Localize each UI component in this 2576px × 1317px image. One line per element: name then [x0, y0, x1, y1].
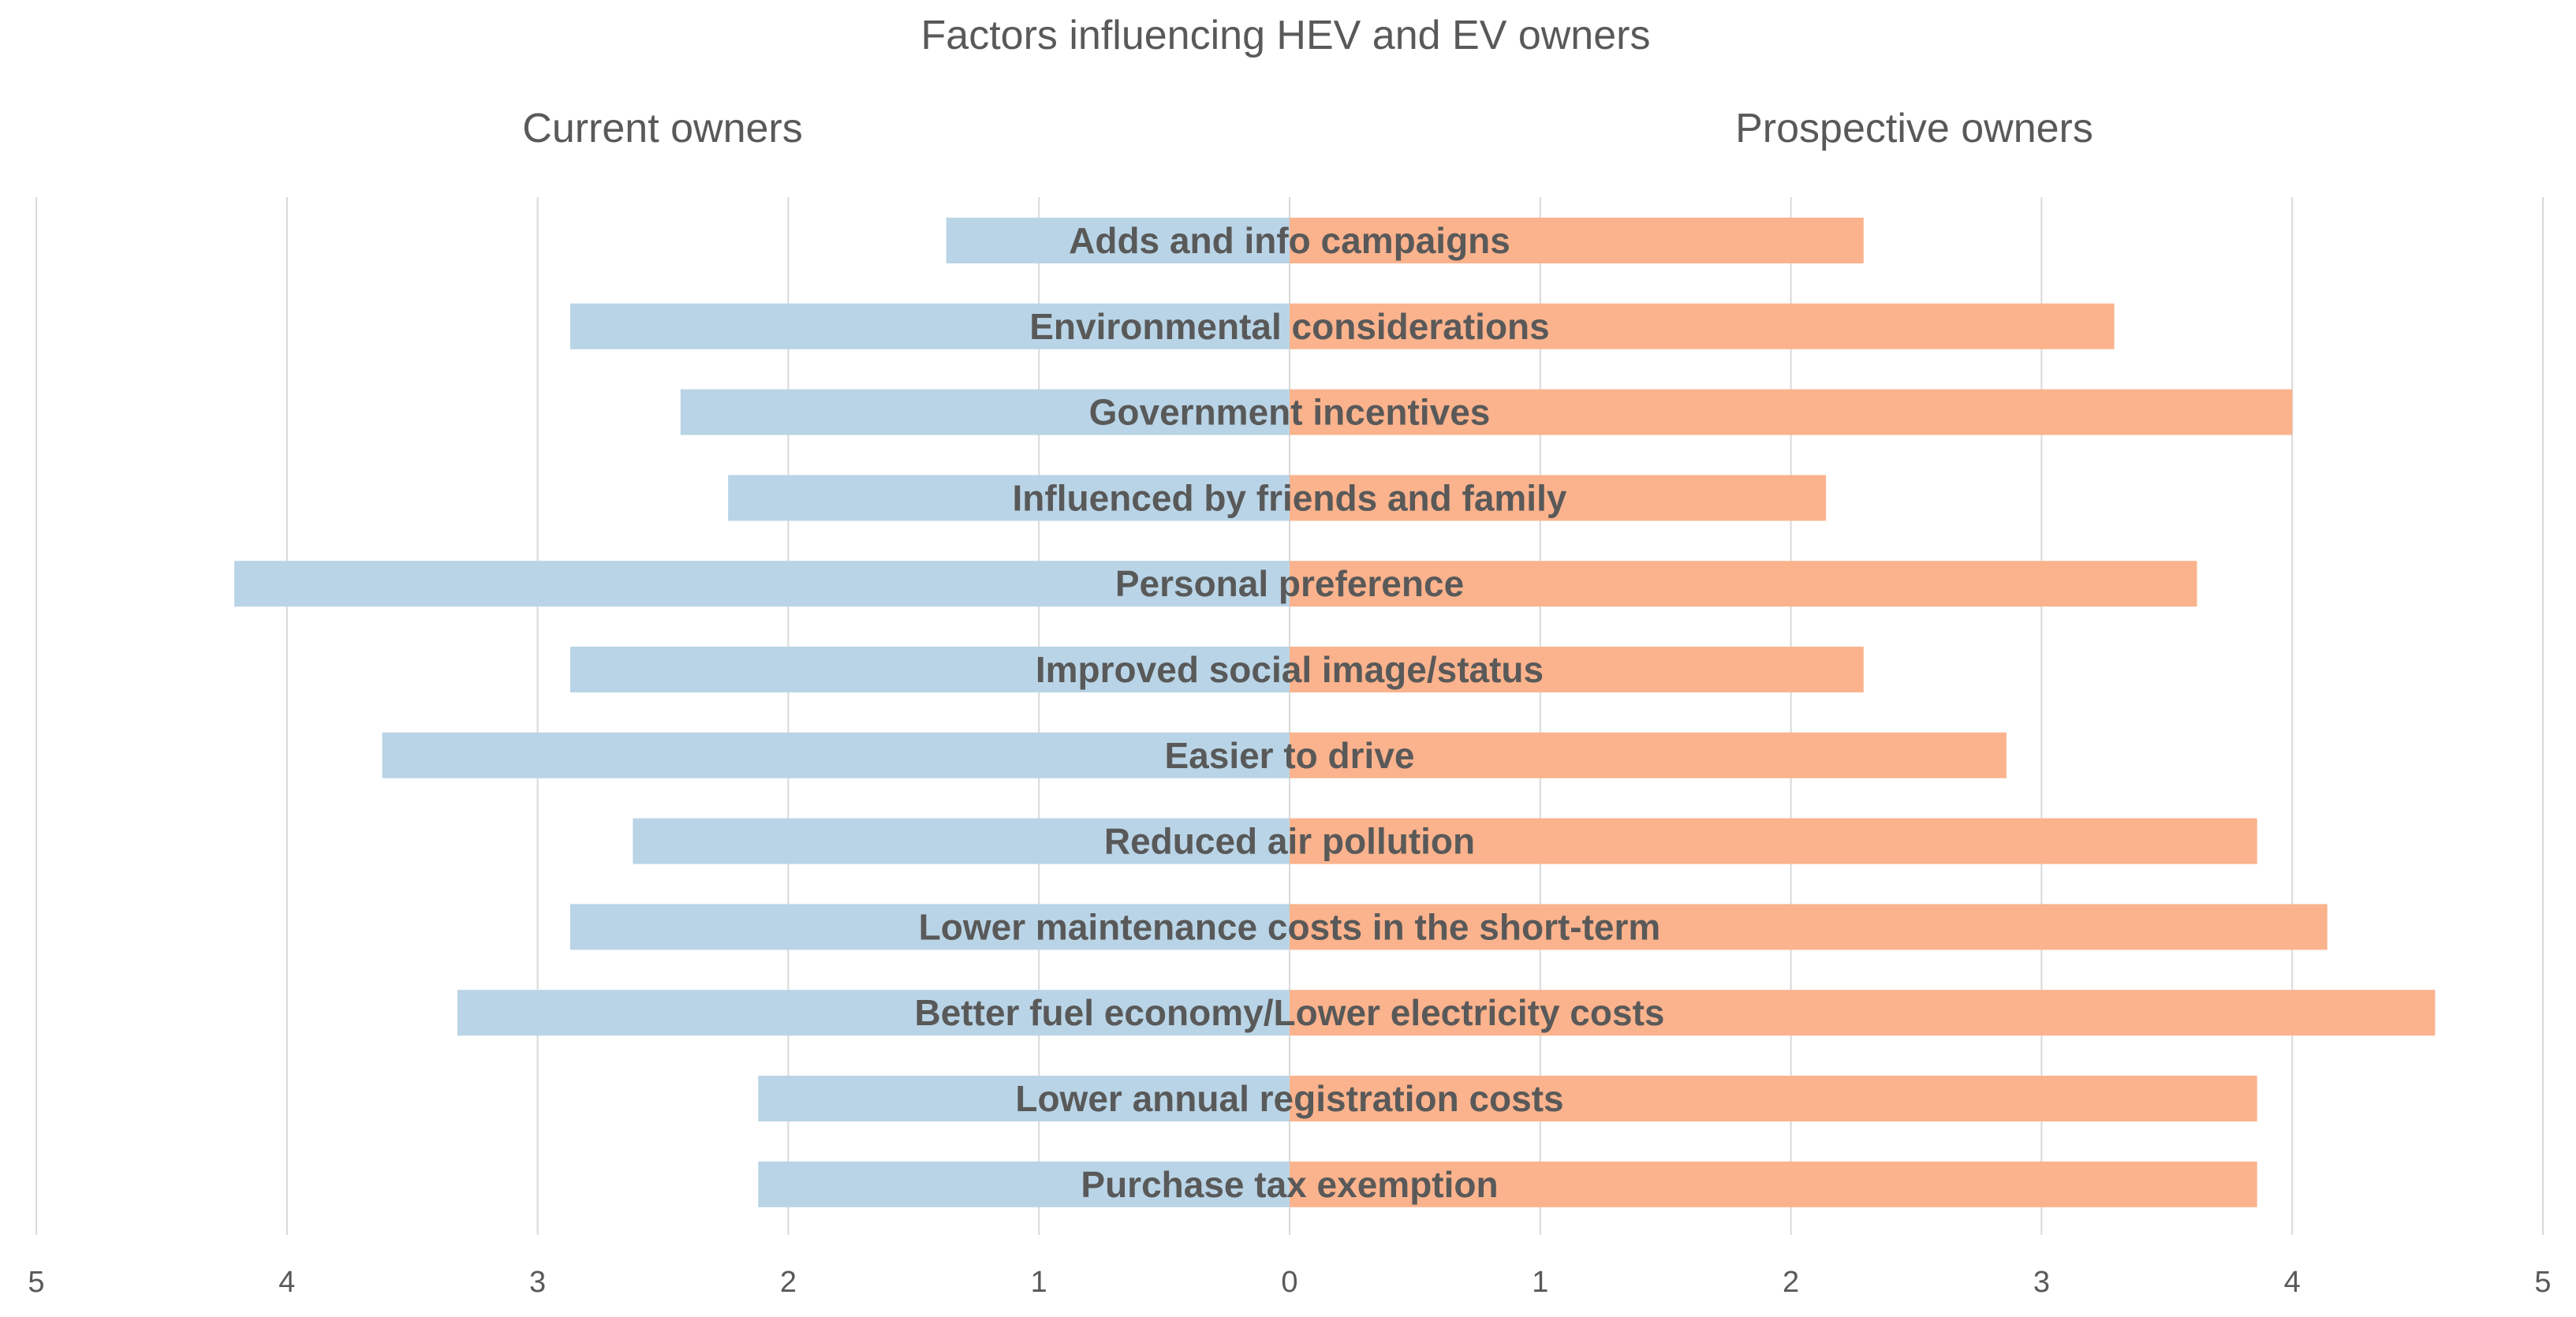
x-tick-label: 1: [1532, 1266, 1548, 1299]
bar-prospective-owners: [1290, 990, 2436, 1036]
x-tick-label: 1: [1031, 1266, 1047, 1299]
gridlines: [35, 197, 2544, 1235]
chart-title: Factors influencing HEV and EV owners: [921, 13, 1651, 58]
bar-current-owners: [633, 818, 1290, 864]
bar-current-owners: [457, 990, 1290, 1036]
bar-prospective-owners: [1290, 561, 2197, 607]
x-tick-label: 0: [1281, 1266, 1297, 1299]
bar-current-owners: [680, 389, 1290, 435]
category-label: Better fuel economy/Lower electricity co…: [915, 992, 1665, 1033]
bars: [234, 218, 2436, 1207]
category-label: Purchase tax exemption: [1081, 1164, 1498, 1205]
bar-prospective-owners: [1290, 303, 2115, 349]
bar-current-owners: [728, 475, 1290, 521]
category-label: Adds and info campaigns: [1069, 220, 1510, 261]
category-label: Personal preference: [1115, 563, 1464, 604]
category-label: Lower annual registration costs: [1015, 1078, 1563, 1119]
bar-prospective-owners: [1290, 475, 1827, 521]
bar-current-owners: [758, 1076, 1290, 1121]
bar-prospective-owners: [1290, 904, 2328, 950]
bar-current-owners: [234, 561, 1290, 607]
bar-current-owners: [946, 218, 1290, 263]
bar-current-owners: [569, 303, 1290, 349]
bar-current-owners: [569, 647, 1290, 692]
bar-current-owners: [758, 1161, 1290, 1207]
bar-labels: Adds and info campaigns Environmental con…: [915, 220, 1665, 1205]
bar-current-owners: [382, 732, 1290, 778]
bar-prospective-owners: [1290, 389, 2293, 435]
x-tick-label: 2: [780, 1266, 797, 1299]
bar-prospective-owners: [1290, 818, 2257, 864]
x-tick-label: 4: [2284, 1266, 2301, 1299]
bar-prospective-owners: [1290, 1161, 2257, 1207]
category-label: Lower maintenance costs in the short-ter…: [919, 906, 1661, 947]
category-label: Influenced by friends and family: [1013, 477, 1567, 518]
category-label: Improved social image/status: [1036, 649, 1544, 690]
bar-prospective-owners: [1290, 1076, 2257, 1121]
x-tick-label: 3: [2033, 1266, 2050, 1299]
bar-current-owners: [569, 904, 1290, 950]
bar-prospective-owners: [1290, 647, 1864, 692]
category-label: Reduced air pollution: [1104, 821, 1475, 862]
x-tick-label: 3: [529, 1266, 546, 1299]
x-tick-label: 5: [28, 1266, 44, 1299]
category-label: Environmental considerations: [1029, 306, 1549, 347]
x-tick-label: 2: [1783, 1266, 1799, 1299]
x-tick-label: 5: [2534, 1266, 2551, 1299]
bar-prospective-owners: [1290, 218, 1864, 263]
right-panel-title: Prospective owners: [1735, 106, 2093, 151]
left-panel-title: Current owners: [522, 106, 802, 151]
x-tick-label: 4: [278, 1266, 295, 1299]
category-label: Government incentives: [1089, 392, 1491, 433]
bar-prospective-owners: [1290, 732, 2007, 778]
category-label: Easier to drive: [1164, 735, 1414, 776]
x-axis-ticks: 5 4 3 2 1 0 1 2 3 4 5: [28, 1266, 2551, 1299]
